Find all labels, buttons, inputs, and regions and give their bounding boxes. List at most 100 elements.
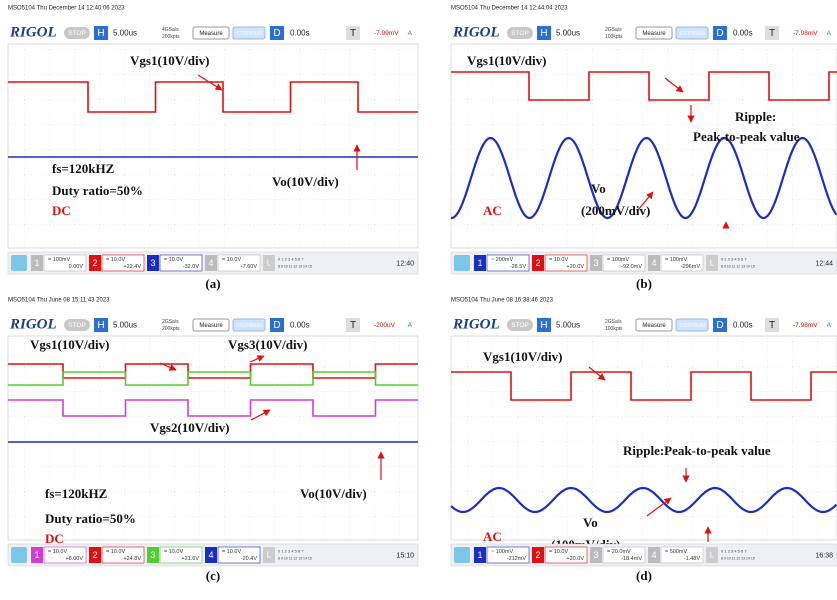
h-label: H xyxy=(540,28,547,39)
channel-scale: = 10.0V xyxy=(549,257,568,263)
brand: RIGOL xyxy=(9,316,57,332)
channel-scale: = 100mV xyxy=(607,257,629,263)
channel-number: 2 xyxy=(535,258,540,268)
header: MSO5104 Thu June 08 15:11:43 2023 xyxy=(8,298,110,304)
annotation: Vgs1(10V/div) xyxy=(130,53,209,68)
channel-offset: 0.00V xyxy=(69,264,84,270)
brand: RIGOL xyxy=(452,316,500,332)
channel-scale: = 20.0mV xyxy=(607,549,631,555)
channel-offset: -7.60V xyxy=(241,264,258,270)
logic-top: 0 1 2 3 4 5 6 7 xyxy=(278,549,304,554)
d-label: D xyxy=(716,28,723,39)
delay: 0.00s xyxy=(290,321,310,330)
annotation: Vgs1(10V/div) xyxy=(30,337,109,352)
annotation: Duty ratio=50% xyxy=(45,511,136,526)
channel-number: 3 xyxy=(150,258,155,268)
trigger-source: A xyxy=(408,30,413,37)
logic-label: L xyxy=(710,259,715,268)
timebase: 5.00us xyxy=(113,29,137,38)
h-label: H xyxy=(97,28,104,39)
annotation: Duty ratio=50% xyxy=(52,183,143,198)
channel-scale: = 10.0V xyxy=(48,549,67,555)
channel-number: 4 xyxy=(651,550,656,560)
brand: RIGOL xyxy=(452,24,500,40)
annotation: Ripple: xyxy=(735,109,776,124)
annotation: AC xyxy=(483,203,502,218)
logic-bottom: 8 9 10 11 12 13 14 15 xyxy=(278,556,312,560)
annotation: Vgs3(10V/div) xyxy=(228,337,307,352)
run-state: STOP xyxy=(511,30,529,37)
annotation: (200mV/div) xyxy=(581,203,650,218)
caption: (c) xyxy=(206,568,220,583)
scope-panel: MSO5104 Thu December 14 12:40:06 2023RIG… xyxy=(8,6,418,291)
channel-number: 2 xyxy=(92,550,97,560)
figure: MSO5104 Thu December 14 12:40:06 2023 RIG… xyxy=(0,0,837,600)
delay: 0.00s xyxy=(733,321,753,330)
memory-depth: 200kpts xyxy=(162,34,180,40)
delay: 0.00s xyxy=(733,29,753,38)
logic-bottom: 8 9 10 11 12 13 14 15 xyxy=(278,264,312,268)
annotation: Ripple:Peak-to-peak value xyxy=(623,443,771,458)
trigger-source: A xyxy=(408,322,413,329)
measure-label: Measure xyxy=(642,31,666,37)
logic-label: L xyxy=(710,551,715,560)
channel-offset: +21.6V xyxy=(181,556,199,562)
measure-label: Measure xyxy=(642,323,666,329)
logic-top: 0 1 2 3 4 5 6 7 xyxy=(721,549,747,554)
trigger-level: -7.98mV xyxy=(793,322,818,329)
run-state: STOP xyxy=(68,30,86,37)
channel-offset: -32.0V xyxy=(183,264,200,270)
t-label: T xyxy=(769,320,775,331)
caption: (d) xyxy=(636,568,652,583)
menu-icon xyxy=(11,547,27,563)
channel-number: 2 xyxy=(535,550,540,560)
timebase: 5.00us xyxy=(113,321,137,330)
channel-scale: = 10.0V xyxy=(106,257,125,263)
header: MSO5104 Thu December 14 12:40:06 2023 xyxy=(8,6,125,12)
channel-offset: -18.4mV xyxy=(621,556,642,562)
channel-offset: -212mV xyxy=(507,556,527,562)
annotation: Vgs1(10V/div) xyxy=(483,349,562,364)
screen-grid xyxy=(8,336,418,540)
annotation: fs=120kHZ xyxy=(52,161,115,176)
channel-offset: -1.48V xyxy=(684,556,701,562)
logic-label: L xyxy=(267,551,272,560)
menu-icon xyxy=(11,255,27,271)
channel-offset: -296mV xyxy=(681,264,701,270)
caption: (b) xyxy=(636,276,652,291)
sample-rate: 2GSa/s xyxy=(605,319,622,325)
channel-number: 2 xyxy=(92,258,97,268)
h-label: H xyxy=(540,320,547,331)
channel-scale: = 10.0V xyxy=(222,257,241,263)
logic-bottom: 8 9 10 11 12 13 14 15 xyxy=(721,264,755,268)
channel-offset: +22.4V xyxy=(123,264,141,270)
trigger-source: A xyxy=(827,30,832,37)
menu-icon xyxy=(454,547,470,563)
annotation: DC xyxy=(45,531,64,546)
annotation: AC xyxy=(483,529,502,544)
channel-number: 3 xyxy=(593,258,598,268)
caption: (a) xyxy=(205,276,220,291)
clock: 15:10 xyxy=(396,552,414,559)
stoprun-label: STOP/RUN xyxy=(236,323,262,329)
channel-scale: = 10.0V xyxy=(164,257,183,263)
channel-number: 4 xyxy=(208,258,213,268)
clock: 12:40 xyxy=(396,260,414,267)
annotation: Vgs2(10V/div) xyxy=(150,420,229,435)
measure-label: Measure xyxy=(199,31,223,37)
measure-label: Measure xyxy=(199,323,223,329)
channel-scale: ~ 200mV xyxy=(491,257,513,263)
channel-offset: -20.4V xyxy=(241,556,258,562)
menu-icon xyxy=(454,255,470,271)
channel-scale: = 10.0V xyxy=(549,549,568,555)
channel-offset: +20.0V xyxy=(566,264,584,270)
channel-offset: +24.8V xyxy=(123,556,141,562)
trigger-level: -200uV xyxy=(374,322,396,329)
channel-scale: = 10.0V xyxy=(106,549,125,555)
sample-rate: 2GSa/s xyxy=(605,27,622,33)
channel-number: 4 xyxy=(651,258,656,268)
annotation: Peak-to-peak value xyxy=(693,129,800,144)
annotation: Vgs1(10V/div) xyxy=(467,53,546,68)
scope-panel: MSO5104 Thu June 08 15:11:43 2023 RIGOL ST… xyxy=(8,298,418,583)
channel-number: 3 xyxy=(150,550,155,560)
